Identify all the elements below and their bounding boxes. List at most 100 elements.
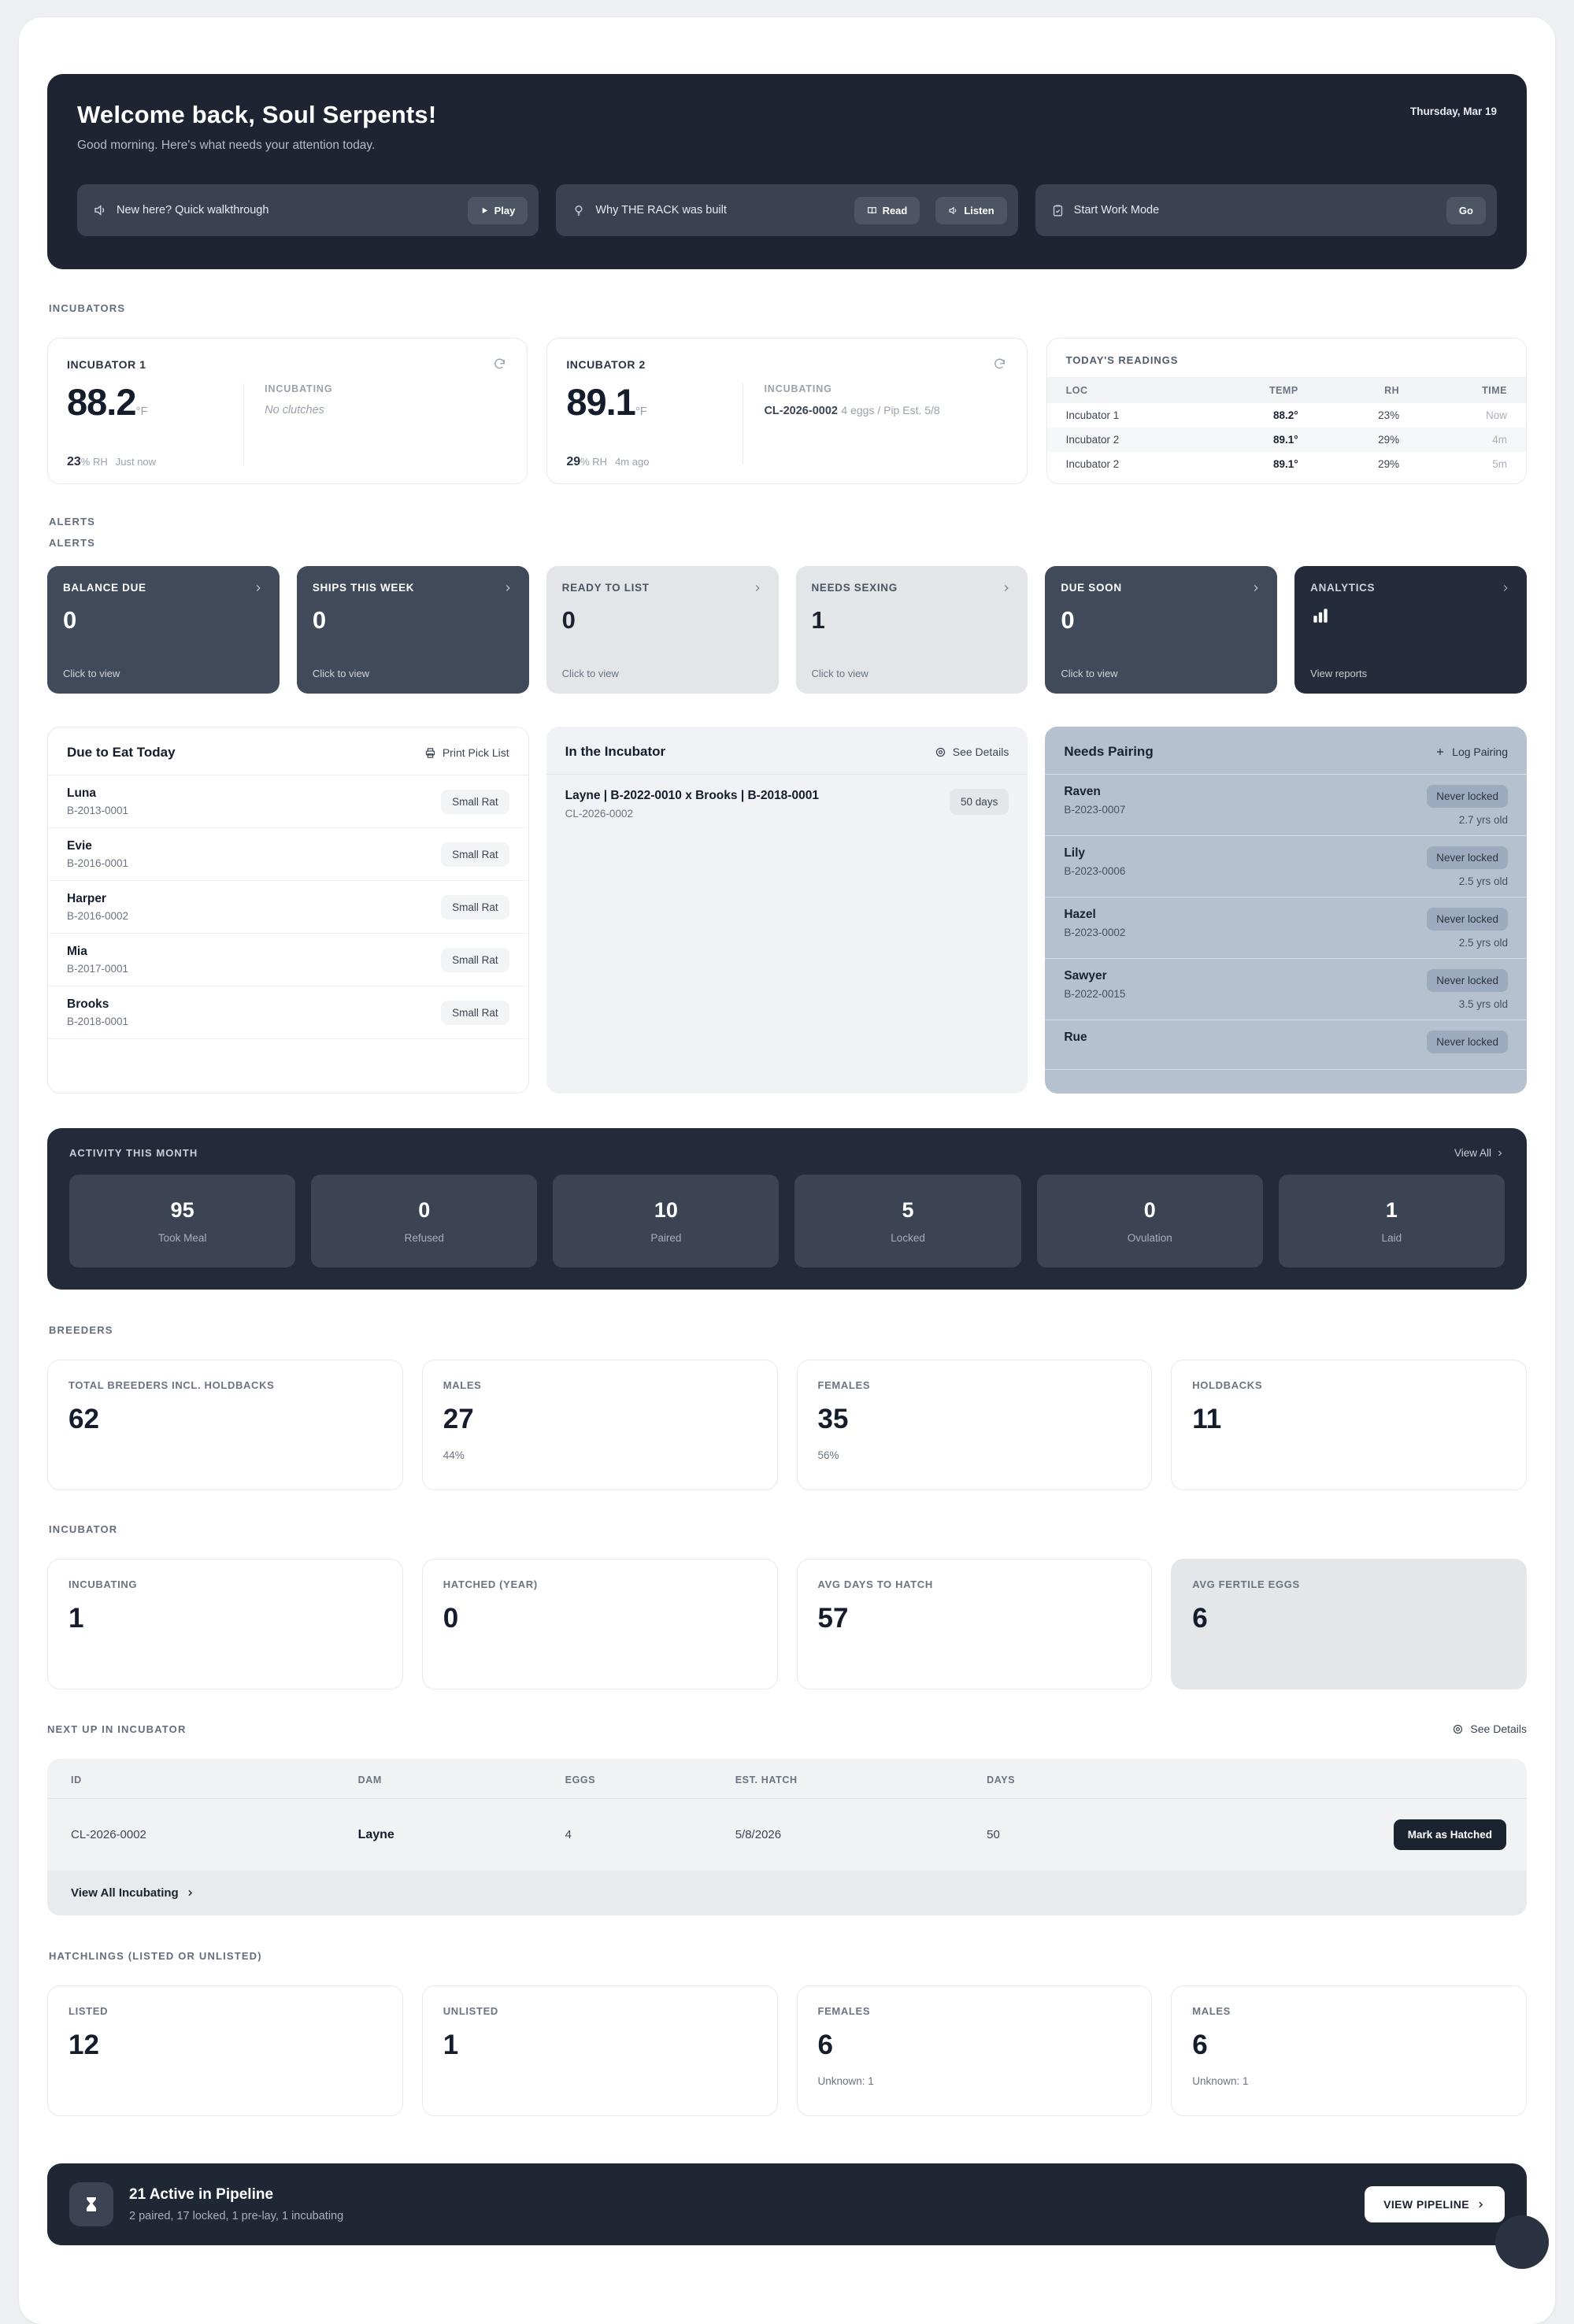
print-pick-list-button[interactable]: Print Pick List	[424, 746, 509, 759]
stat-sub: 56%	[817, 1449, 839, 1461]
why-rack-label: Why THE RACK was built	[595, 204, 727, 216]
stat-label: Refused	[404, 1232, 444, 1244]
mark-as-hatched-button[interactable]: Mark as Hatched	[1393, 1819, 1506, 1850]
listen-button[interactable]: Listen	[935, 196, 1007, 224]
alert-card-ships-this-week[interactable]: SHIPS THIS WEEK 0 Click to view	[296, 566, 529, 694]
view-all-incubating-button[interactable]: View All Incubating	[71, 1886, 195, 1900]
play-button-label: Play	[494, 204, 516, 216]
food-badge: Small Rat	[441, 789, 509, 814]
chevron-right-icon	[1250, 583, 1261, 594]
list-item[interactable]: Hazel B-2023-0002 Never locked 2.5 yrs old	[1045, 897, 1527, 959]
animal-id: B-2017-0001	[67, 963, 129, 975]
stat-card-males: MALES 27 44%	[421, 1360, 778, 1490]
lock-status-badge: Never locked	[1427, 785, 1508, 808]
list-item[interactable]: Evie B-2016-0001 Small Rat	[48, 828, 528, 881]
alert-card-analytics[interactable]: ANALYTICS View reports	[1294, 566, 1527, 694]
table-footer: View All Incubating	[47, 1871, 1527, 1915]
print-pick-list-label: Print Pick List	[442, 746, 509, 759]
incubator-1-updated: Just now	[115, 456, 157, 468]
alert-caption: Click to view	[811, 668, 868, 679]
col-days: DAYS	[987, 1774, 1016, 1786]
refresh-icon[interactable]	[991, 356, 1008, 372]
view-pipeline-button[interactable]: VIEW PIPELINE	[1365, 2186, 1505, 2222]
animal-id: B-2023-0007	[1064, 804, 1126, 816]
stat-card-hatchling-males: MALES 6 Unknown: 1	[1171, 1985, 1527, 2116]
stat-title: AVG DAYS TO HATCH	[817, 1578, 933, 1590]
go-button-label: Go	[1458, 204, 1473, 216]
go-button[interactable]: Go	[1446, 196, 1486, 224]
list-item[interactable]: Rue Never locked	[1045, 1020, 1527, 1070]
stat-value: 62	[69, 1404, 99, 1434]
due-to-eat-panel: Due to Eat Today Print Pick List Luna B-2…	[47, 727, 529, 1094]
table-row[interactable]: CL-2026-0002 Layne 4 5/8/2026 50 Mark as…	[47, 1799, 1527, 1871]
animal-name: Sawyer	[1064, 969, 1107, 983]
alert-card-balance-due[interactable]: BALANCE DUE 0 Click to view	[47, 566, 280, 694]
next-up-table: ID DAM EGGS EST. HATCH DAYS CL-2026-0002…	[47, 1759, 1527, 1915]
list-item[interactable]: Mia B-2017-0001 Small Rat	[48, 934, 528, 986]
incubators-section-label: INCUBATORS	[49, 302, 126, 314]
animal-id: B-2013-0001	[67, 805, 129, 816]
food-badge: Small Rat	[441, 894, 509, 920]
stat-value: 35	[817, 1404, 849, 1434]
incubator-section-label: INCUBATOR	[49, 1523, 118, 1535]
clutch-pairing: Layne | B-2022-0010 x Brooks | B-2018-00…	[565, 789, 819, 802]
col-temp: TEMP	[1202, 378, 1317, 403]
reading-row: Incubator 1 88.2° 23% Now	[1047, 403, 1526, 427]
see-details-button[interactable]: See Details	[1452, 1723, 1527, 1735]
animal-name: Mia	[67, 945, 87, 958]
alert-value: 0	[63, 606, 77, 634]
clutch-id: CL-2026-0002	[565, 808, 633, 820]
animal-id: B-2016-0002	[67, 910, 129, 922]
stat-value: 10	[654, 1198, 678, 1222]
stat-sub: Unknown: 1	[1192, 2075, 1249, 2087]
book-icon	[867, 205, 877, 216]
play-icon	[480, 206, 489, 215]
alert-caption: Click to view	[312, 668, 370, 679]
in-incubator-panel: In the Incubator See Details Layne | B-2…	[546, 727, 1028, 1094]
animal-age: 2.5 yrs old	[1458, 937, 1508, 949]
stat-title: FEMALES	[817, 2005, 871, 2017]
incubator-1-temp: 88.2	[67, 381, 136, 423]
clutch-item[interactable]: Layne | B-2022-0010 x Brooks | B-2018-00…	[546, 775, 1028, 834]
list-item[interactable]: Luna B-2013-0001 Small Rat	[48, 775, 528, 828]
refresh-icon[interactable]	[491, 356, 508, 372]
see-details-button[interactable]: See Details	[935, 746, 1009, 758]
list-item[interactable]: Harper B-2016-0002 Small Rat	[48, 881, 528, 934]
stat-value: 0	[1143, 1198, 1156, 1222]
stat-sub	[1192, 1449, 1505, 1462]
alert-value: 0	[561, 606, 576, 634]
incubator-1-unit: °F	[135, 405, 148, 418]
read-button[interactable]: Read	[854, 196, 920, 224]
alert-title: ANALYTICS	[1310, 582, 1376, 594]
alert-value: 0	[1061, 606, 1075, 634]
animal-id: B-2022-0015	[1064, 988, 1126, 1000]
eye-icon	[935, 746, 946, 758]
incubator-card-1: INCUBATOR 1 88.2°F 23% RH Just now INCUBA…	[47, 338, 528, 484]
stat-value: 1	[443, 2030, 459, 2060]
alert-card-ready-to-list[interactable]: READY TO LIST 0 Click to view	[546, 566, 779, 694]
alert-card-needs-sexing[interactable]: NEEDS SEXING 1 Click to view	[795, 566, 1028, 694]
incubator-2-rh: 29	[566, 455, 581, 468]
walkthrough-label: New here? Quick walkthrough	[117, 204, 269, 216]
list-item[interactable]: Raven B-2023-0007 Never locked 2.7 yrs old	[1045, 775, 1527, 836]
log-pairing-button[interactable]: Log Pairing	[1435, 746, 1508, 758]
list-item[interactable]: Lily B-2023-0006 Never locked 2.5 yrs old	[1045, 836, 1527, 897]
reading-temp: 89.1°	[1202, 427, 1317, 452]
printer-icon	[424, 747, 436, 759]
stat-title: MALES	[443, 1379, 482, 1391]
list-item[interactable]: Brooks B-2018-0001 Small Rat	[48, 986, 528, 1039]
reading-time: 4m	[1418, 427, 1526, 452]
play-button[interactable]: Play	[467, 196, 528, 224]
stat-title: INCUBATING	[69, 1578, 138, 1590]
lock-status-badge: Never locked	[1427, 908, 1508, 931]
floating-action-button[interactable]	[1495, 2215, 1549, 2269]
alert-caption: View reports	[1310, 668, 1368, 679]
chevron-right-icon	[1476, 2200, 1486, 2210]
stat-label: Locked	[891, 1232, 925, 1244]
in-incubator-title: In the Incubator	[565, 744, 666, 759]
view-all-button[interactable]: View All	[1454, 1147, 1505, 1159]
animal-name: Evie	[67, 839, 92, 853]
alert-card-due-soon[interactable]: DUE SOON 0 Click to view	[1045, 566, 1278, 694]
list-item[interactable]: Sawyer B-2022-0015 Never locked 3.5 yrs ol…	[1045, 959, 1527, 1020]
incubator-1-clutches: No clutches	[265, 404, 324, 416]
